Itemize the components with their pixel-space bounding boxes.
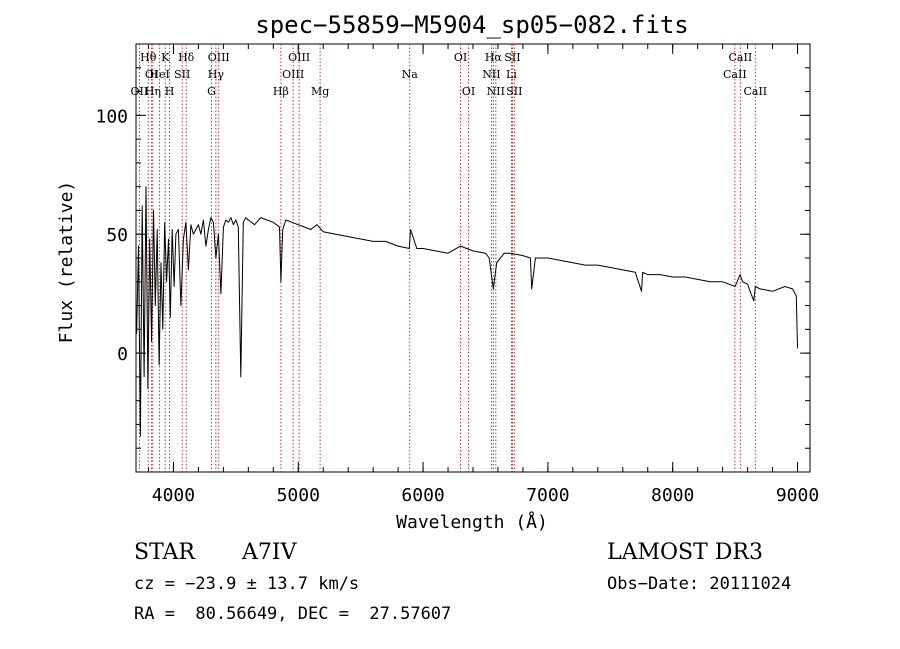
x-tick-label: 7000 (526, 485, 569, 506)
emission-line-labels: Hθ OI OII K HeI Hη Hδ SII H OIII Hγ G Hβ OIII OIII Mg Na… (131, 51, 768, 98)
y-tick-label: 0 (117, 344, 128, 365)
x-tick-label: 5000 (277, 485, 320, 506)
line-label: NII (487, 85, 505, 98)
object-subclass: A7IV (241, 540, 298, 565)
line-label: Na (402, 68, 419, 81)
line-label: SII (506, 85, 522, 98)
line-label: SII (504, 51, 520, 64)
survey-name: LAMOST DR3 (607, 540, 763, 565)
line-label: OIII (282, 68, 304, 81)
line-label: OII (131, 85, 149, 98)
line-label: CaII (723, 68, 747, 81)
line-label: Hδ (178, 51, 195, 64)
line-label: OIII (208, 51, 230, 64)
axis-ticks (136, 43, 810, 473)
line-label: OI (462, 85, 475, 98)
object-class: STAR (134, 540, 196, 565)
x-tick-label: 6000 (401, 485, 444, 506)
redshift-cz: cz = −23.9 ± 13.7 km/s (134, 574, 359, 594)
plot-frame (135, 43, 811, 473)
line-label: K (161, 51, 170, 64)
line-label: Hθ (140, 51, 157, 64)
line-label: Hη (145, 85, 161, 98)
axis-tick-labels: 4000 5000 6000 7000 8000 9000 0 50 100 (95, 106, 819, 506)
line-label: OI (454, 51, 467, 64)
line-label: Hγ (208, 68, 225, 81)
y-tick-label: 100 (95, 106, 128, 127)
line-label: OI (145, 68, 158, 81)
spectrum-line (136, 186, 798, 437)
line-label: OIII (288, 51, 310, 64)
line-label: SII (174, 68, 190, 81)
x-tick-label: 4000 (152, 485, 195, 506)
line-label: Li (506, 68, 517, 81)
y-tick-label: 50 (106, 225, 128, 246)
emission-line-markers (138, 44, 756, 472)
x-axis-label: Wavelength (Å) (396, 511, 548, 533)
line-label: CaII (743, 85, 767, 98)
x-tick-label: 9000 (776, 485, 819, 506)
line-label: Mg (311, 85, 329, 98)
y-axis-label: Flux (relative) (56, 181, 77, 344)
line-label: HeI (149, 68, 169, 81)
obs-date: Obs−Date: 20111024 (607, 574, 791, 594)
line-label: CaII (729, 51, 753, 64)
coordinates: RA = 80.56649, DEC = 27.57607 (134, 604, 451, 624)
x-tick-label: 8000 (651, 485, 694, 506)
line-label: G (207, 85, 216, 98)
line-label: Hβ (273, 85, 289, 98)
line-label: H (165, 85, 175, 98)
line-label: NII (482, 68, 500, 81)
chart-title: spec−55859−M5904_sp05−082.fits (255, 11, 688, 39)
line-label: Hα (485, 51, 503, 64)
